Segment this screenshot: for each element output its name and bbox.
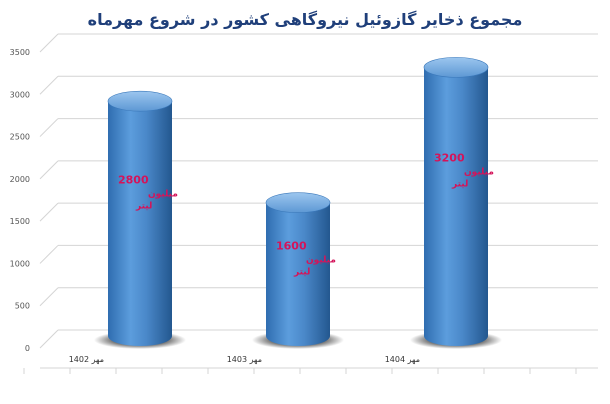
bar-top bbox=[423, 57, 489, 78]
y-tick-label: 2000 bbox=[10, 175, 30, 184]
bar-body bbox=[266, 202, 330, 346]
y-tick-label: 2500 bbox=[10, 133, 30, 142]
gridline-diagonal bbox=[39, 202, 59, 222]
data-label-unit: میلیون bbox=[306, 255, 336, 265]
bar-body bbox=[108, 101, 172, 346]
data-label-unit2: لیتر bbox=[451, 179, 468, 189]
gridline-diagonal bbox=[39, 75, 59, 95]
gridline-diagonal bbox=[39, 118, 59, 137]
data-label-unit: میلیون bbox=[464, 167, 494, 177]
gridline-diagonal bbox=[39, 33, 59, 53]
x-tick-label: مهر 1404 bbox=[385, 355, 420, 364]
bar: 2800 میلیون لیتر bbox=[94, 90, 186, 349]
bar-body bbox=[424, 67, 488, 346]
x-tick-label: مهر 1403 bbox=[227, 355, 262, 364]
bar: 3200 میلیون لیتر bbox=[410, 57, 502, 349]
y-tick-label: 500 bbox=[15, 302, 30, 311]
x-tick-label: مهر 1402 bbox=[69, 355, 104, 364]
data-label-value: 1600 bbox=[276, 239, 307, 252]
data-label-unit2: لیتر bbox=[293, 267, 310, 277]
gridline-diagonal bbox=[39, 329, 59, 349]
data-label-unit: میلیون bbox=[148, 189, 178, 199]
bar: 1600 میلیون لیتر bbox=[252, 192, 344, 349]
y-tick-label: 3500 bbox=[10, 48, 30, 57]
y-tick-label: 0 bbox=[25, 344, 30, 353]
data-label-unit2: لیتر bbox=[135, 201, 152, 211]
gridline-diagonal bbox=[39, 287, 59, 307]
y-tick-label: 1000 bbox=[10, 259, 30, 268]
chart-title: مجموع ذخایر گازوئیل نیروگاهی کشور در شرو… bbox=[87, 10, 523, 29]
y-tick-label: 1500 bbox=[10, 217, 30, 226]
data-label-value: 2800 bbox=[118, 173, 149, 186]
bar-top bbox=[107, 90, 173, 112]
data-label-value: 3200 bbox=[434, 151, 465, 164]
gridline-diagonal bbox=[39, 245, 59, 264]
y-tick-label: 3000 bbox=[10, 90, 30, 99]
bar-top bbox=[265, 192, 331, 213]
gridline-diagonal bbox=[39, 160, 59, 180]
